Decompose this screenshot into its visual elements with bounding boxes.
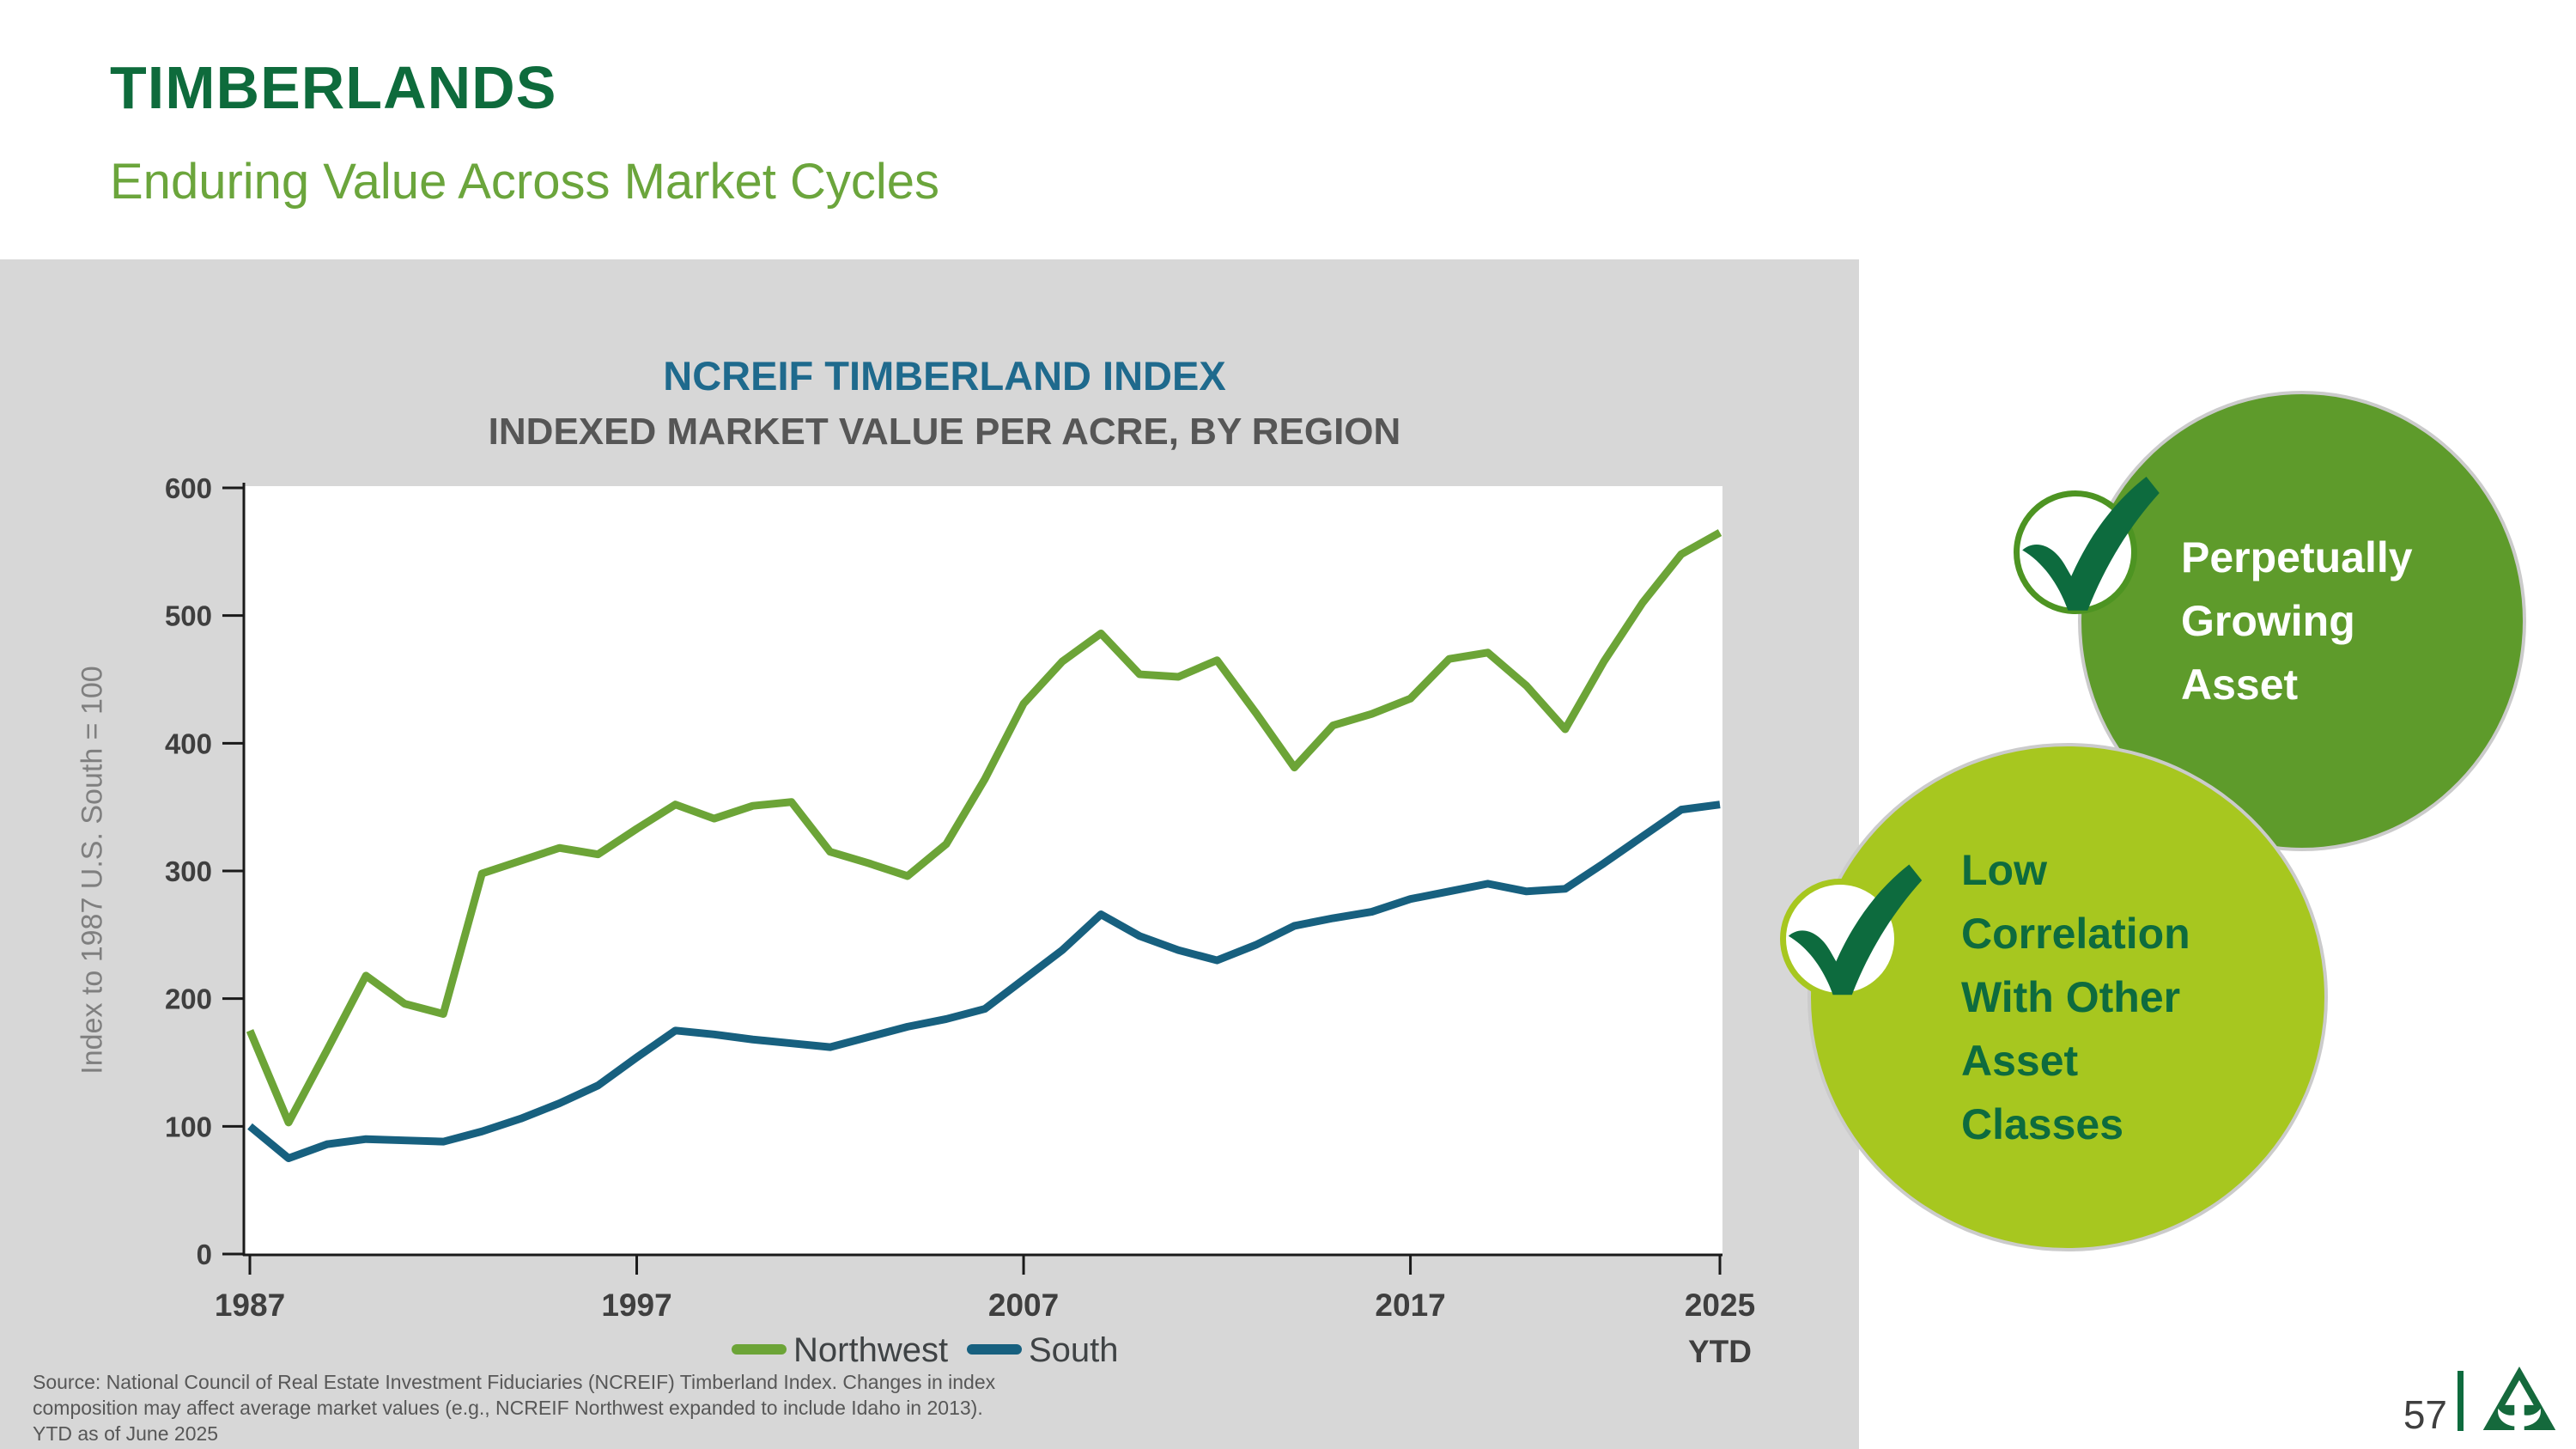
check-badge bbox=[2014, 477, 2160, 614]
page-subtitle: Enduring Value Across Market Cycles bbox=[110, 154, 940, 210]
svg-text:2007: 2007 bbox=[988, 1288, 1059, 1323]
callout-low-correlation bbox=[1807, 743, 2328, 1251]
source-line: YTD as of June 2025 bbox=[33, 1422, 219, 1445]
check-icon bbox=[1788, 864, 1923, 995]
svg-text:100: 100 bbox=[165, 1111, 212, 1142]
svg-text:2025: 2025 bbox=[1685, 1288, 1755, 1323]
svg-text:1987: 1987 bbox=[215, 1288, 285, 1323]
check-badge bbox=[1780, 864, 1923, 999]
svg-text:South: South bbox=[1029, 1331, 1119, 1369]
page-title: TIMBERLANDS bbox=[110, 54, 557, 121]
source-note: Source: National Council of Real Estate … bbox=[33, 1369, 995, 1446]
svg-text:400: 400 bbox=[165, 728, 212, 759]
source-line: composition may affect average market va… bbox=[33, 1397, 983, 1419]
svg-text:0: 0 bbox=[197, 1239, 212, 1270]
svg-text:300: 300 bbox=[165, 855, 212, 887]
footer-separator-bar bbox=[2458, 1371, 2464, 1431]
svg-text:600: 600 bbox=[165, 472, 212, 504]
svg-text:2017: 2017 bbox=[1375, 1288, 1445, 1323]
svg-text:200: 200 bbox=[165, 983, 212, 1015]
chart-subtitle: INDEXED MARKET VALUE PER ACRE, BY REGION bbox=[488, 411, 1401, 453]
chart-title: NCREIF TIMBERLAND INDEX bbox=[663, 353, 1226, 399]
svg-text:1997: 1997 bbox=[601, 1288, 671, 1323]
svg-text:Northwest: Northwest bbox=[793, 1331, 948, 1369]
svg-text:YTD: YTD bbox=[1688, 1334, 1752, 1369]
callout-bottom-text: Low Correlation With Other Asset Classes bbox=[1961, 846, 2190, 1148]
callout-top-text: Perpetually Growing Asset bbox=[2181, 533, 2413, 709]
svg-text:500: 500 bbox=[165, 600, 212, 632]
source-line: Source: National Council of Real Estate … bbox=[33, 1371, 996, 1393]
check-icon bbox=[2022, 477, 2160, 611]
tree-arrow-logo bbox=[2482, 1367, 2556, 1430]
page-number: 57 bbox=[2403, 1392, 2447, 1437]
